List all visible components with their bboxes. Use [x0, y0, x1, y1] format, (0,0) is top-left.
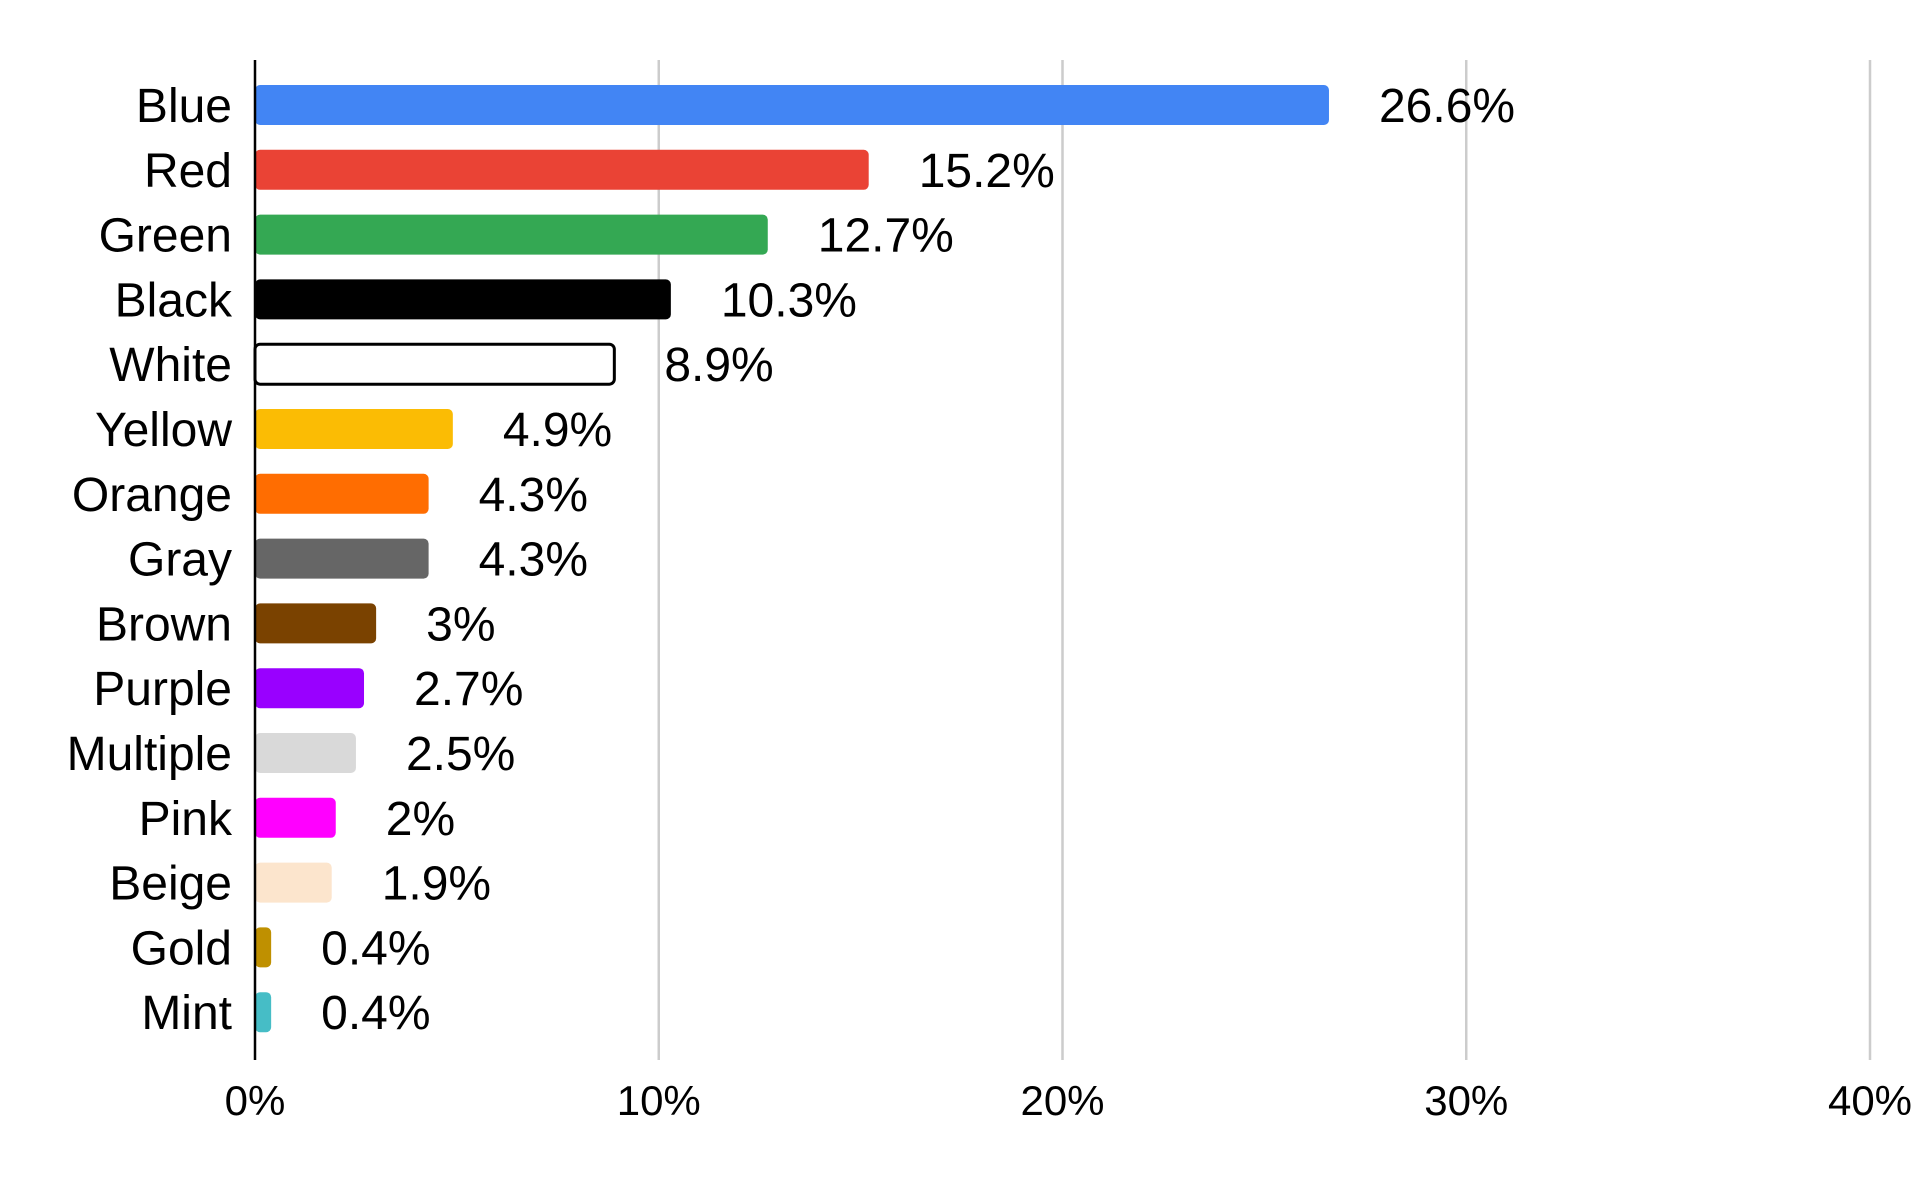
data-label: 1.9% [382, 858, 491, 911]
category-label: Red [144, 145, 232, 198]
data-label: 0.4% [321, 922, 430, 975]
data-label: 2.7% [414, 663, 523, 716]
data-label: 3% [426, 598, 495, 651]
x-tick-label: 10% [617, 1077, 701, 1124]
bar-mint [255, 992, 272, 1033]
bar-red [255, 149, 869, 190]
category-label: Blue [136, 80, 232, 133]
bar-yellow [255, 409, 453, 449]
category-label: Gold [131, 922, 232, 975]
category-label: White [109, 339, 232, 392]
data-label: 0.4% [321, 987, 430, 1040]
category-label: Orange [72, 469, 232, 522]
bar-pink [255, 797, 336, 838]
data-label: 2.5% [406, 728, 515, 781]
category-label: Brown [96, 598, 232, 651]
x-tick-label: 30% [1424, 1077, 1508, 1124]
data-label: 12.7% [818, 210, 954, 263]
data-label: 4.9% [503, 404, 612, 457]
data-label: 8.9% [664, 339, 773, 392]
bar-orange [255, 473, 429, 514]
data-label: 4.3% [479, 534, 588, 587]
data-label: 4.3% [479, 469, 588, 522]
bar-purple [255, 668, 365, 709]
category-label: Beige [109, 858, 232, 911]
bar-blue [255, 85, 1329, 125]
bar-white [253, 342, 616, 386]
bar-black [255, 279, 671, 320]
category-label: Black [115, 274, 233, 327]
x-tick-label: 20% [1020, 1077, 1104, 1124]
data-label: 15.2% [919, 145, 1055, 198]
category-label: Multiple [67, 728, 232, 781]
category-label: Yellow [95, 404, 232, 457]
data-label: 2% [386, 793, 455, 846]
x-tick-label: 40% [1828, 1077, 1912, 1124]
category-label: Mint [141, 987, 232, 1040]
category-label: Purple [93, 663, 232, 716]
bar-gold [255, 927, 272, 968]
bar-gray [255, 538, 429, 579]
grid-layer [657, 60, 1872, 1060]
data-label: 10.3% [721, 274, 857, 327]
category-label: Gray [128, 534, 232, 587]
bar-multiple [255, 733, 356, 773]
category-label: Pink [139, 793, 233, 846]
x-tick-label: 0% [225, 1077, 286, 1124]
bar-beige [255, 862, 332, 903]
category-label: Green [99, 210, 232, 263]
bar-brown [255, 603, 377, 644]
labels-layer: 0% 10% 20% 30% 40% Blue 26.6% Red 15.2% Green 12.7… [67, 80, 1912, 1124]
bar-green [255, 214, 768, 255]
data-label: 26.6% [1379, 80, 1515, 133]
